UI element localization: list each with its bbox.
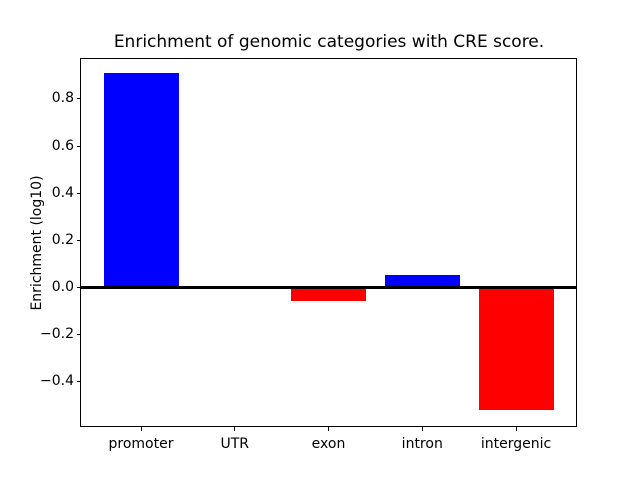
- chart-title: Enrichment of genomic categories with CR…: [113, 32, 545, 52]
- zero-line: [81, 285, 576, 289]
- x-tick-mark: [421, 427, 423, 431]
- bar-intron: [384, 275, 460, 288]
- y-tick-label: −0.2: [40, 325, 74, 342]
- bar-exon: [291, 287, 366, 302]
- y-tick-label: 0.0: [51, 278, 74, 295]
- x-tick-label-intron: intron: [401, 436, 443, 452]
- y-tick-mark: [77, 192, 81, 194]
- x-tick-mark: [234, 427, 236, 431]
- y-tick-mark: [77, 380, 81, 382]
- bar-promoter: [103, 73, 179, 288]
- x-tick-label-UTR: UTR: [220, 436, 250, 452]
- y-tick-mark: [77, 145, 81, 147]
- y-tick-mark: [77, 98, 81, 100]
- x-tick-mark: [515, 427, 517, 431]
- y-tick-mark: [77, 333, 81, 335]
- x-tick-mark: [328, 427, 329, 431]
- y-tick-mark: [77, 286, 81, 288]
- y-tick-label: 0.8: [51, 90, 74, 107]
- x-tick-label-promoter: promoter: [108, 436, 174, 452]
- plot-frame: [80, 58, 577, 427]
- bar-intergenic: [478, 287, 554, 410]
- x-tick-label-exon: exon: [311, 436, 346, 452]
- x-tick-mark: [140, 427, 142, 431]
- y-tick-label: 0.4: [51, 184, 74, 201]
- y-tick-label: −0.4: [40, 372, 74, 389]
- x-tick-label-intergenic: intergenic: [480, 436, 552, 452]
- y-tick-mark: [77, 239, 81, 241]
- y-tick-label: 0.2: [51, 231, 74, 248]
- y-tick-label: 0.6: [51, 137, 74, 154]
